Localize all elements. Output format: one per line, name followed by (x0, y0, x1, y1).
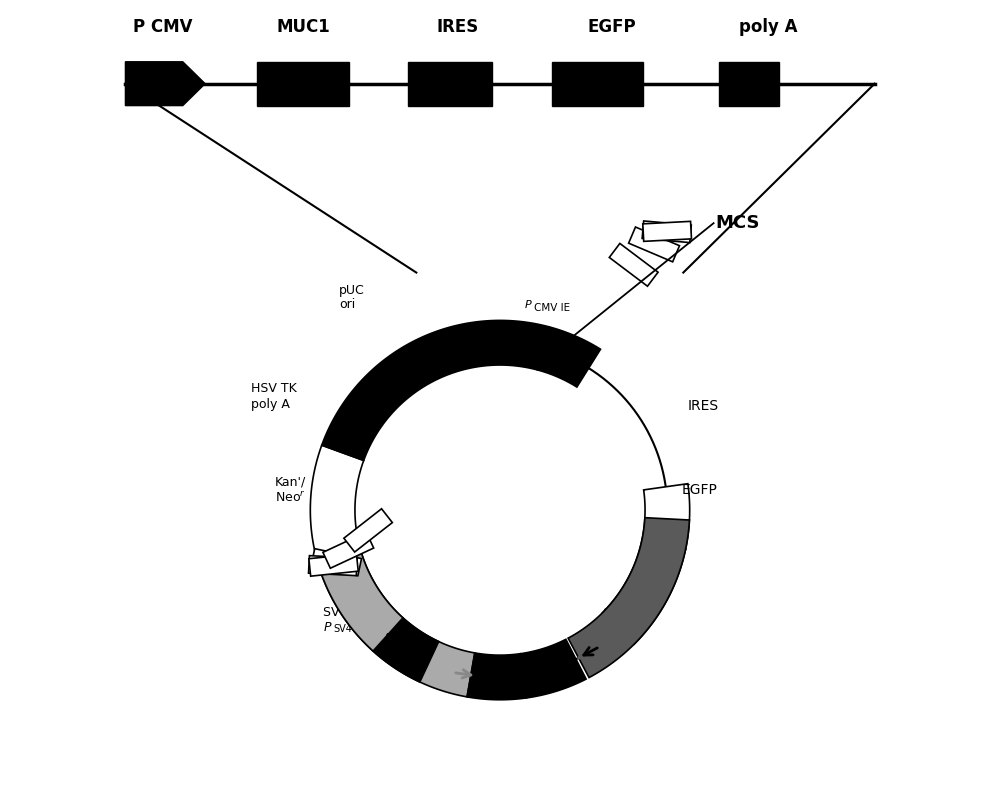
Polygon shape (643, 222, 691, 241)
Polygon shape (603, 540, 686, 644)
Text: poly A: poly A (602, 622, 641, 634)
Polygon shape (322, 320, 549, 461)
Text: CMV IE: CMV IE (534, 303, 570, 312)
Bar (408, 62, 492, 106)
Bar (257, 62, 349, 106)
Text: $\it{P}$: $\it{P}$ (524, 298, 533, 311)
Polygon shape (311, 548, 361, 575)
Text: IRES: IRES (436, 18, 478, 36)
Text: SV40 ori: SV40 ori (323, 606, 376, 618)
Polygon shape (467, 653, 526, 700)
Text: EGFP: EGFP (588, 18, 636, 36)
Text: $\it{P}$: $\it{P}$ (323, 621, 333, 634)
Polygon shape (323, 532, 374, 568)
Text: IRES: IRES (687, 399, 718, 414)
Text: Neo$^r$: Neo$^r$ (275, 490, 306, 505)
Polygon shape (568, 518, 689, 677)
Text: e: e (367, 626, 376, 636)
Polygon shape (309, 556, 357, 575)
Polygon shape (609, 243, 658, 286)
Text: poly A: poly A (251, 398, 290, 410)
Polygon shape (373, 618, 439, 682)
Text: EGFP: EGFP (682, 483, 718, 497)
Polygon shape (309, 554, 358, 576)
Text: MCS: MCS (715, 214, 760, 232)
Polygon shape (520, 639, 586, 698)
Text: $\it{P}$: $\it{P}$ (472, 654, 482, 666)
Bar (719, 62, 779, 106)
Polygon shape (310, 446, 364, 559)
Polygon shape (629, 227, 679, 262)
Text: SV40: SV40 (602, 607, 634, 620)
Text: MUC1: MUC1 (277, 18, 331, 36)
Text: SV40: SV40 (333, 624, 358, 634)
Polygon shape (344, 508, 392, 552)
Polygon shape (642, 484, 690, 549)
Text: Kan'/: Kan'/ (275, 476, 306, 489)
Text: f1: f1 (524, 654, 536, 666)
Polygon shape (538, 327, 601, 387)
Polygon shape (317, 548, 475, 697)
Text: HSV TK: HSV TK (251, 383, 297, 395)
Polygon shape (317, 548, 403, 651)
Bar (552, 62, 643, 106)
Text: pUC: pUC (339, 285, 365, 297)
Text: P CMV: P CMV (133, 18, 193, 36)
Polygon shape (642, 221, 691, 242)
Polygon shape (125, 62, 205, 106)
Text: poly A: poly A (739, 18, 798, 36)
Text: ori: ori (339, 298, 355, 311)
Text: ori: ori (524, 667, 540, 680)
